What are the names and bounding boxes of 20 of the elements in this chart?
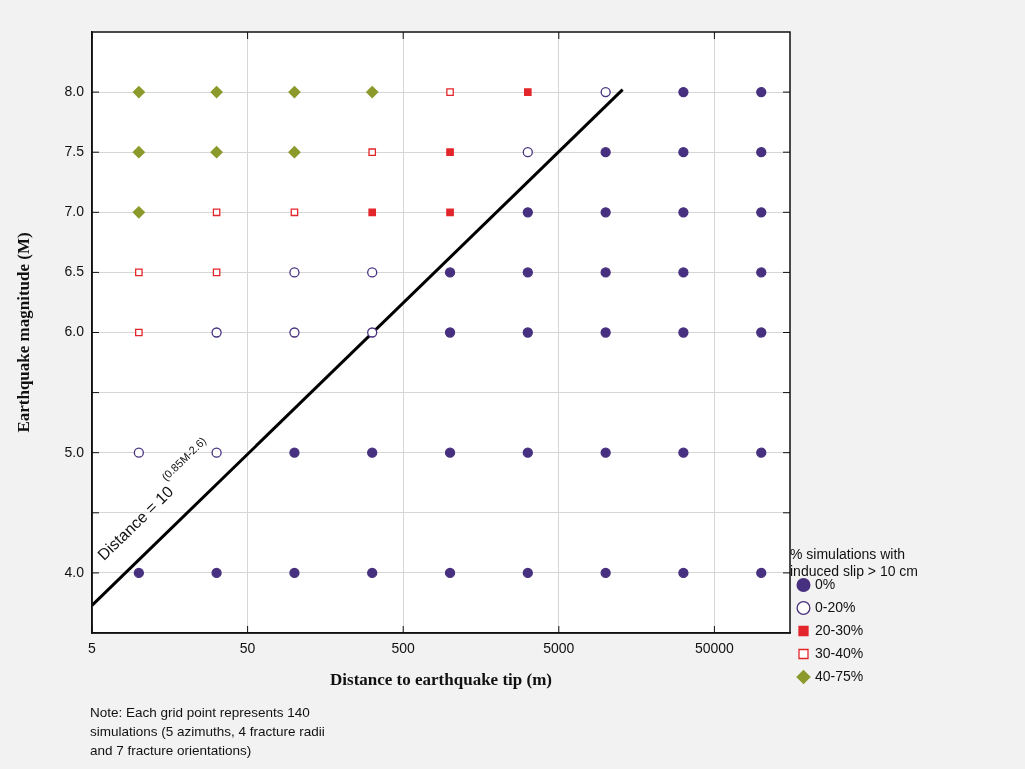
legend-label: 0% bbox=[815, 575, 836, 592]
legend-label: 40-75% bbox=[815, 667, 864, 684]
y-tick-label: 6.0 bbox=[64, 323, 85, 340]
x-tick-label: 500 bbox=[391, 640, 416, 657]
y-tick-label: 7.5 bbox=[64, 143, 85, 160]
y-tick-label: 4.0 bbox=[64, 563, 85, 580]
x-axis-title: Distance to earthquake tip (m) bbox=[330, 670, 552, 690]
y-axis-title: Earthquake magnitude (M) bbox=[13, 232, 33, 433]
x-tick-label: 5000 bbox=[543, 640, 575, 657]
x-tick-label: 50 bbox=[239, 640, 256, 657]
x-tick-label: 5 bbox=[88, 640, 97, 657]
legend-label: 20-30% bbox=[815, 621, 864, 638]
y-tick-label: 6.5 bbox=[64, 263, 85, 280]
y-tick-label: 5.0 bbox=[64, 443, 85, 460]
text: Note: Each grid point represents 140 simulations (5 azimuths, 4 fracture radii and 7 fracture orientations) bbox=[90, 704, 325, 760]
legend-label: 30-40% bbox=[815, 644, 864, 661]
x-tick-label: 50000 bbox=[694, 640, 735, 657]
legend-label: 0-20% bbox=[815, 598, 856, 615]
y-tick-label: 7.0 bbox=[64, 203, 85, 220]
y-tick-label: 8.0 bbox=[64, 82, 85, 99]
